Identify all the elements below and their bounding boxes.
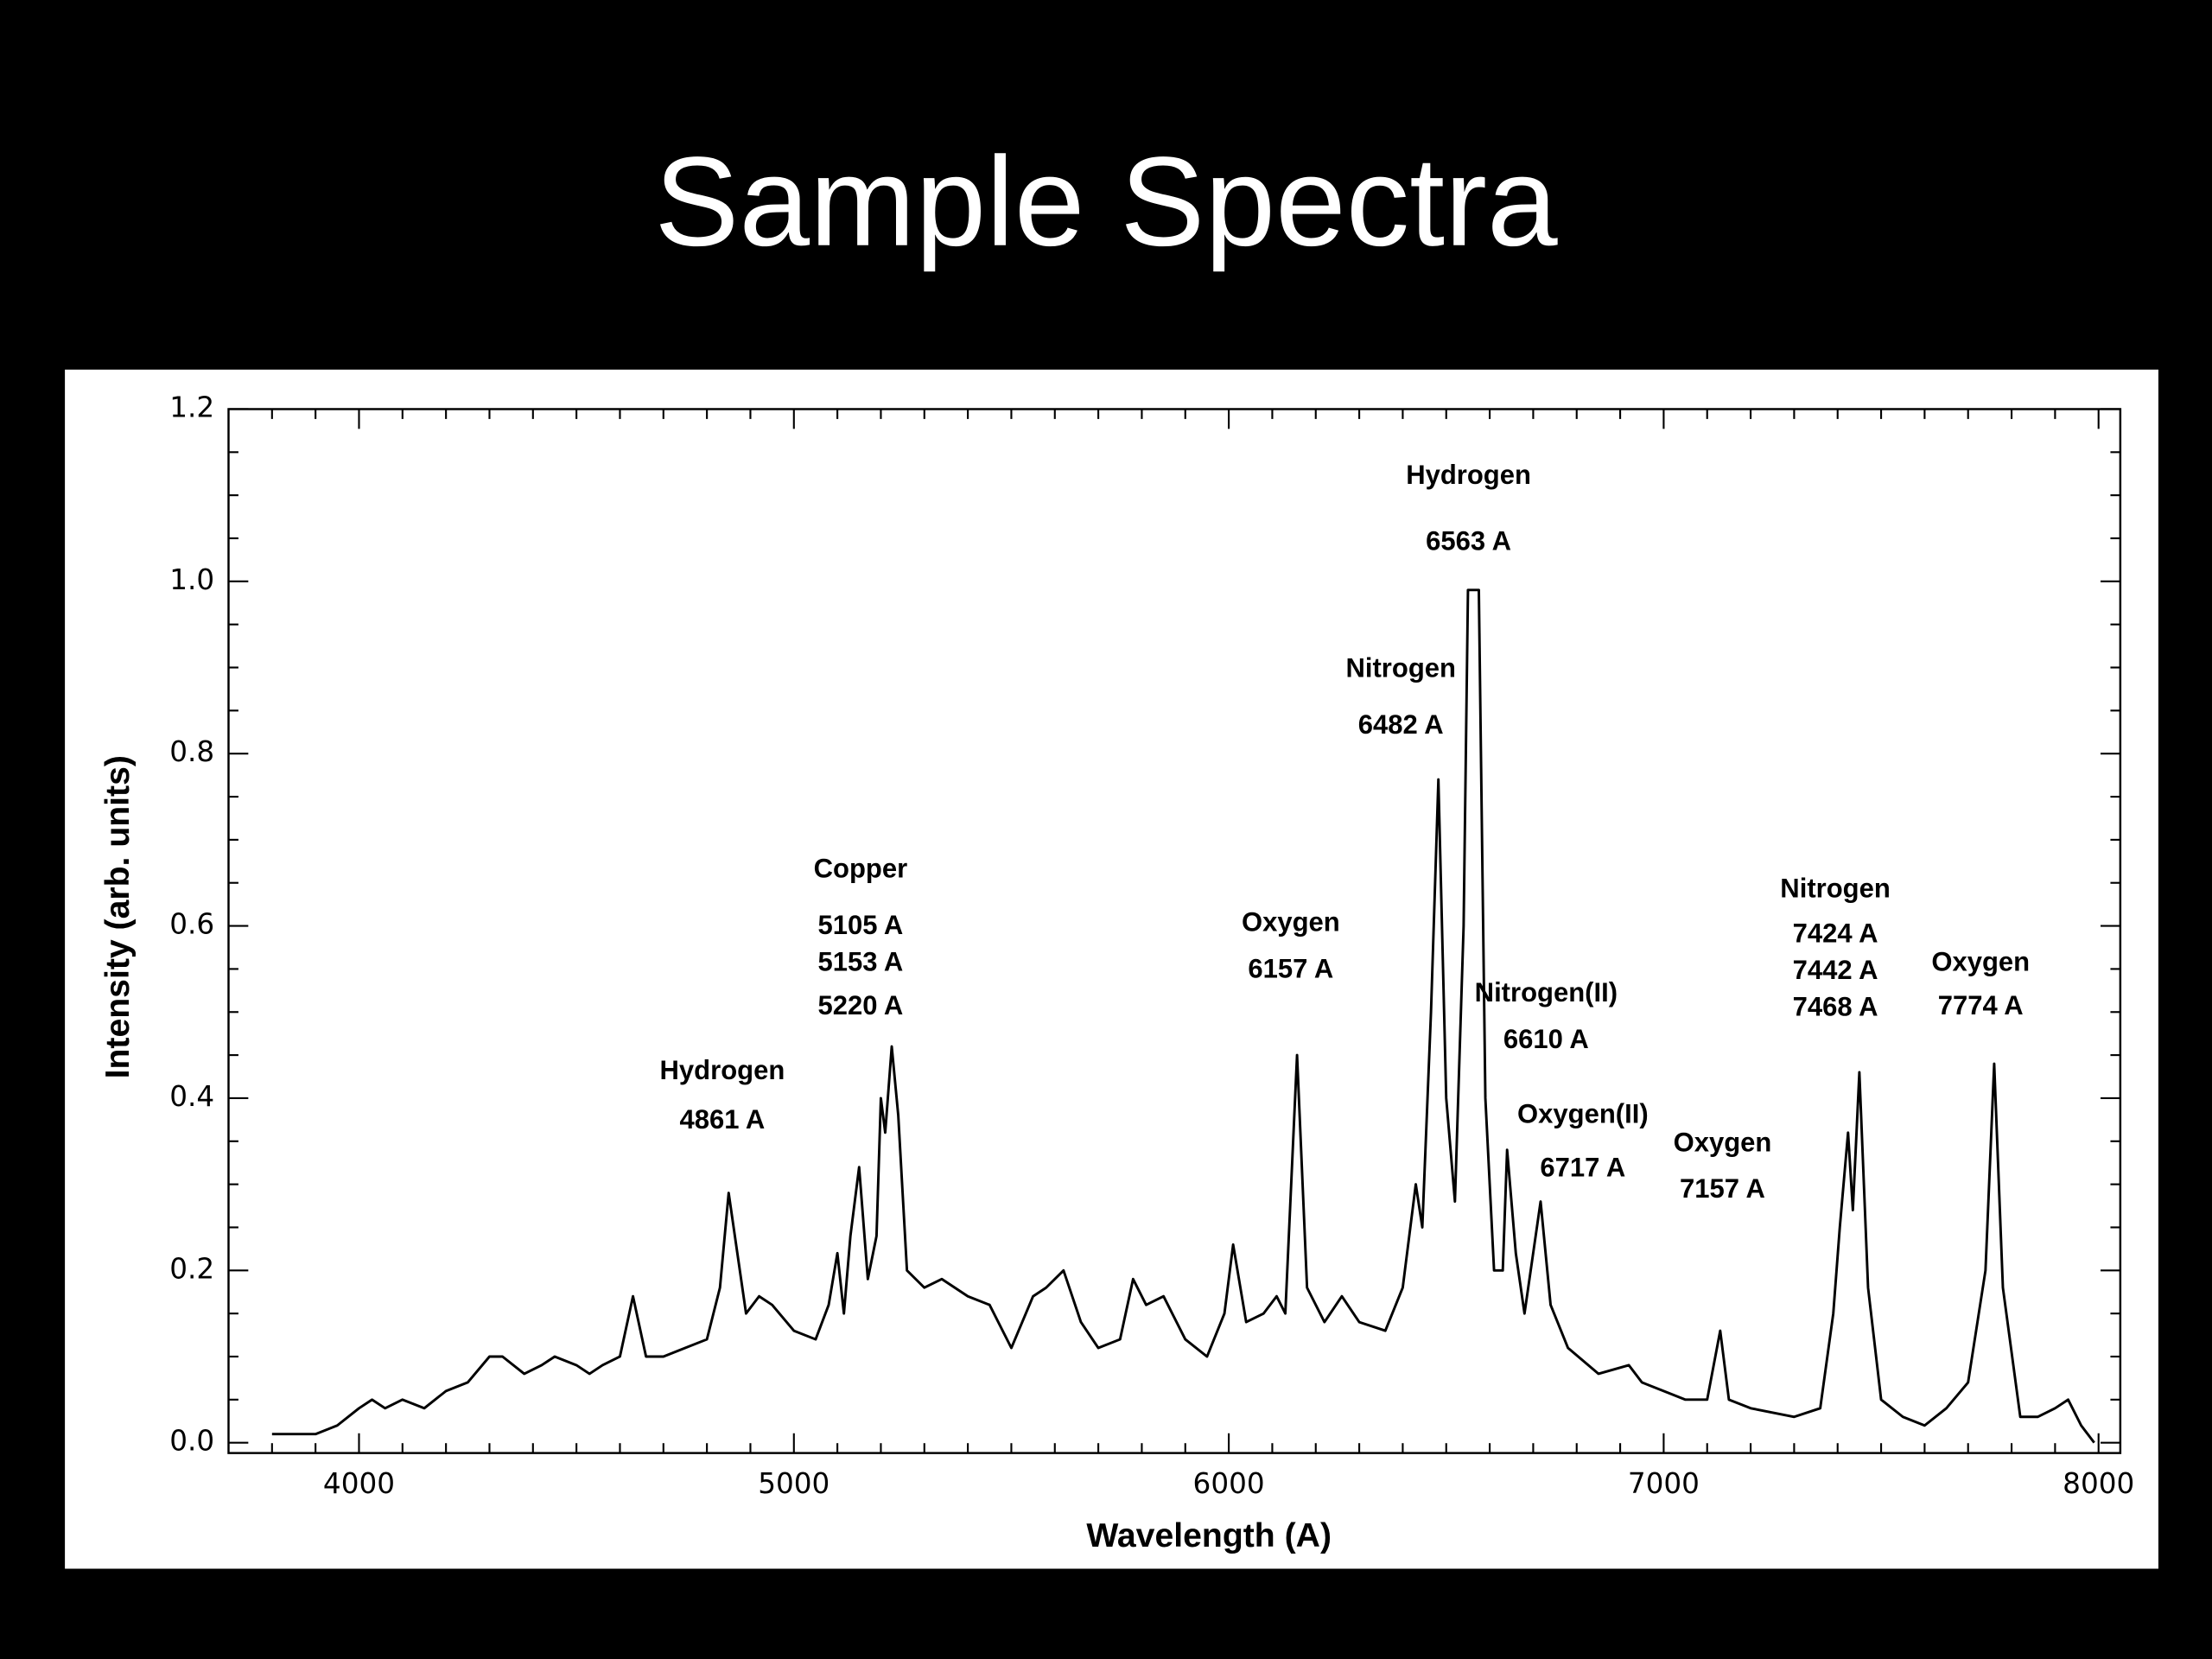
annotation: 5105 A [817,910,903,940]
x-axis-label: Wavelength (A) [1086,1517,1332,1554]
annotation: Nitrogen(II) [1475,977,1618,1007]
annotation: Oxygen [1931,946,2030,976]
spectrum-line [271,588,2095,1444]
annotation: Nitrogen [1780,873,1891,903]
annotation: 6157 A [1248,953,1333,983]
y-axis-label: Intensity (arb. units) [99,755,137,1078]
annotation: 6717 A [1540,1153,1625,1183]
annotation: Hydrogen [660,1055,785,1085]
annotation: 6482 A [1358,709,1444,740]
annotation: 5220 A [817,990,903,1020]
plot-frame [227,408,2122,1454]
annotation: 7157 A [1680,1173,1765,1204]
annotation: 6610 A [1503,1024,1589,1054]
x-tick-label: 4000 [323,1467,395,1500]
annotation: 6563 A [1426,526,1511,556]
annotation: Oxygen [1242,907,1340,938]
x-tick-label: 8000 [2063,1467,2134,1500]
slide-title: Sample Spectra [654,131,1558,273]
annotation: 7424 A [1793,918,1878,949]
y-tick-label: 1.2 [169,391,214,423]
annotation: 7468 A [1793,992,1878,1022]
annotation: Oxygen [1674,1127,1772,1157]
y-tick-label: 0.0 [169,1425,214,1458]
annotation: 5153 A [817,946,903,976]
annotation: 4861 A [679,1104,765,1135]
x-tick-label: 6000 [1193,1467,1265,1500]
chart-panel [65,369,2158,1569]
y-tick-label: 0.8 [169,735,214,768]
x-tick-label: 7000 [1628,1467,1700,1500]
annotation: Oxygen(II) [1517,1099,1649,1129]
y-tick-label: 0.2 [169,1252,214,1285]
y-tick-label: 0.4 [169,1080,214,1113]
annotation: Hydrogen [1406,460,1531,490]
annotation: 7442 A [1793,955,1878,985]
annotation: 7774 A [1938,990,2024,1020]
y-tick-label: 0.6 [169,908,214,941]
y-tick-label: 1.0 [169,563,214,596]
annotation: Nitrogen [1345,653,1456,683]
x-tick-label: 5000 [758,1467,830,1500]
annotation: Copper [814,854,908,884]
